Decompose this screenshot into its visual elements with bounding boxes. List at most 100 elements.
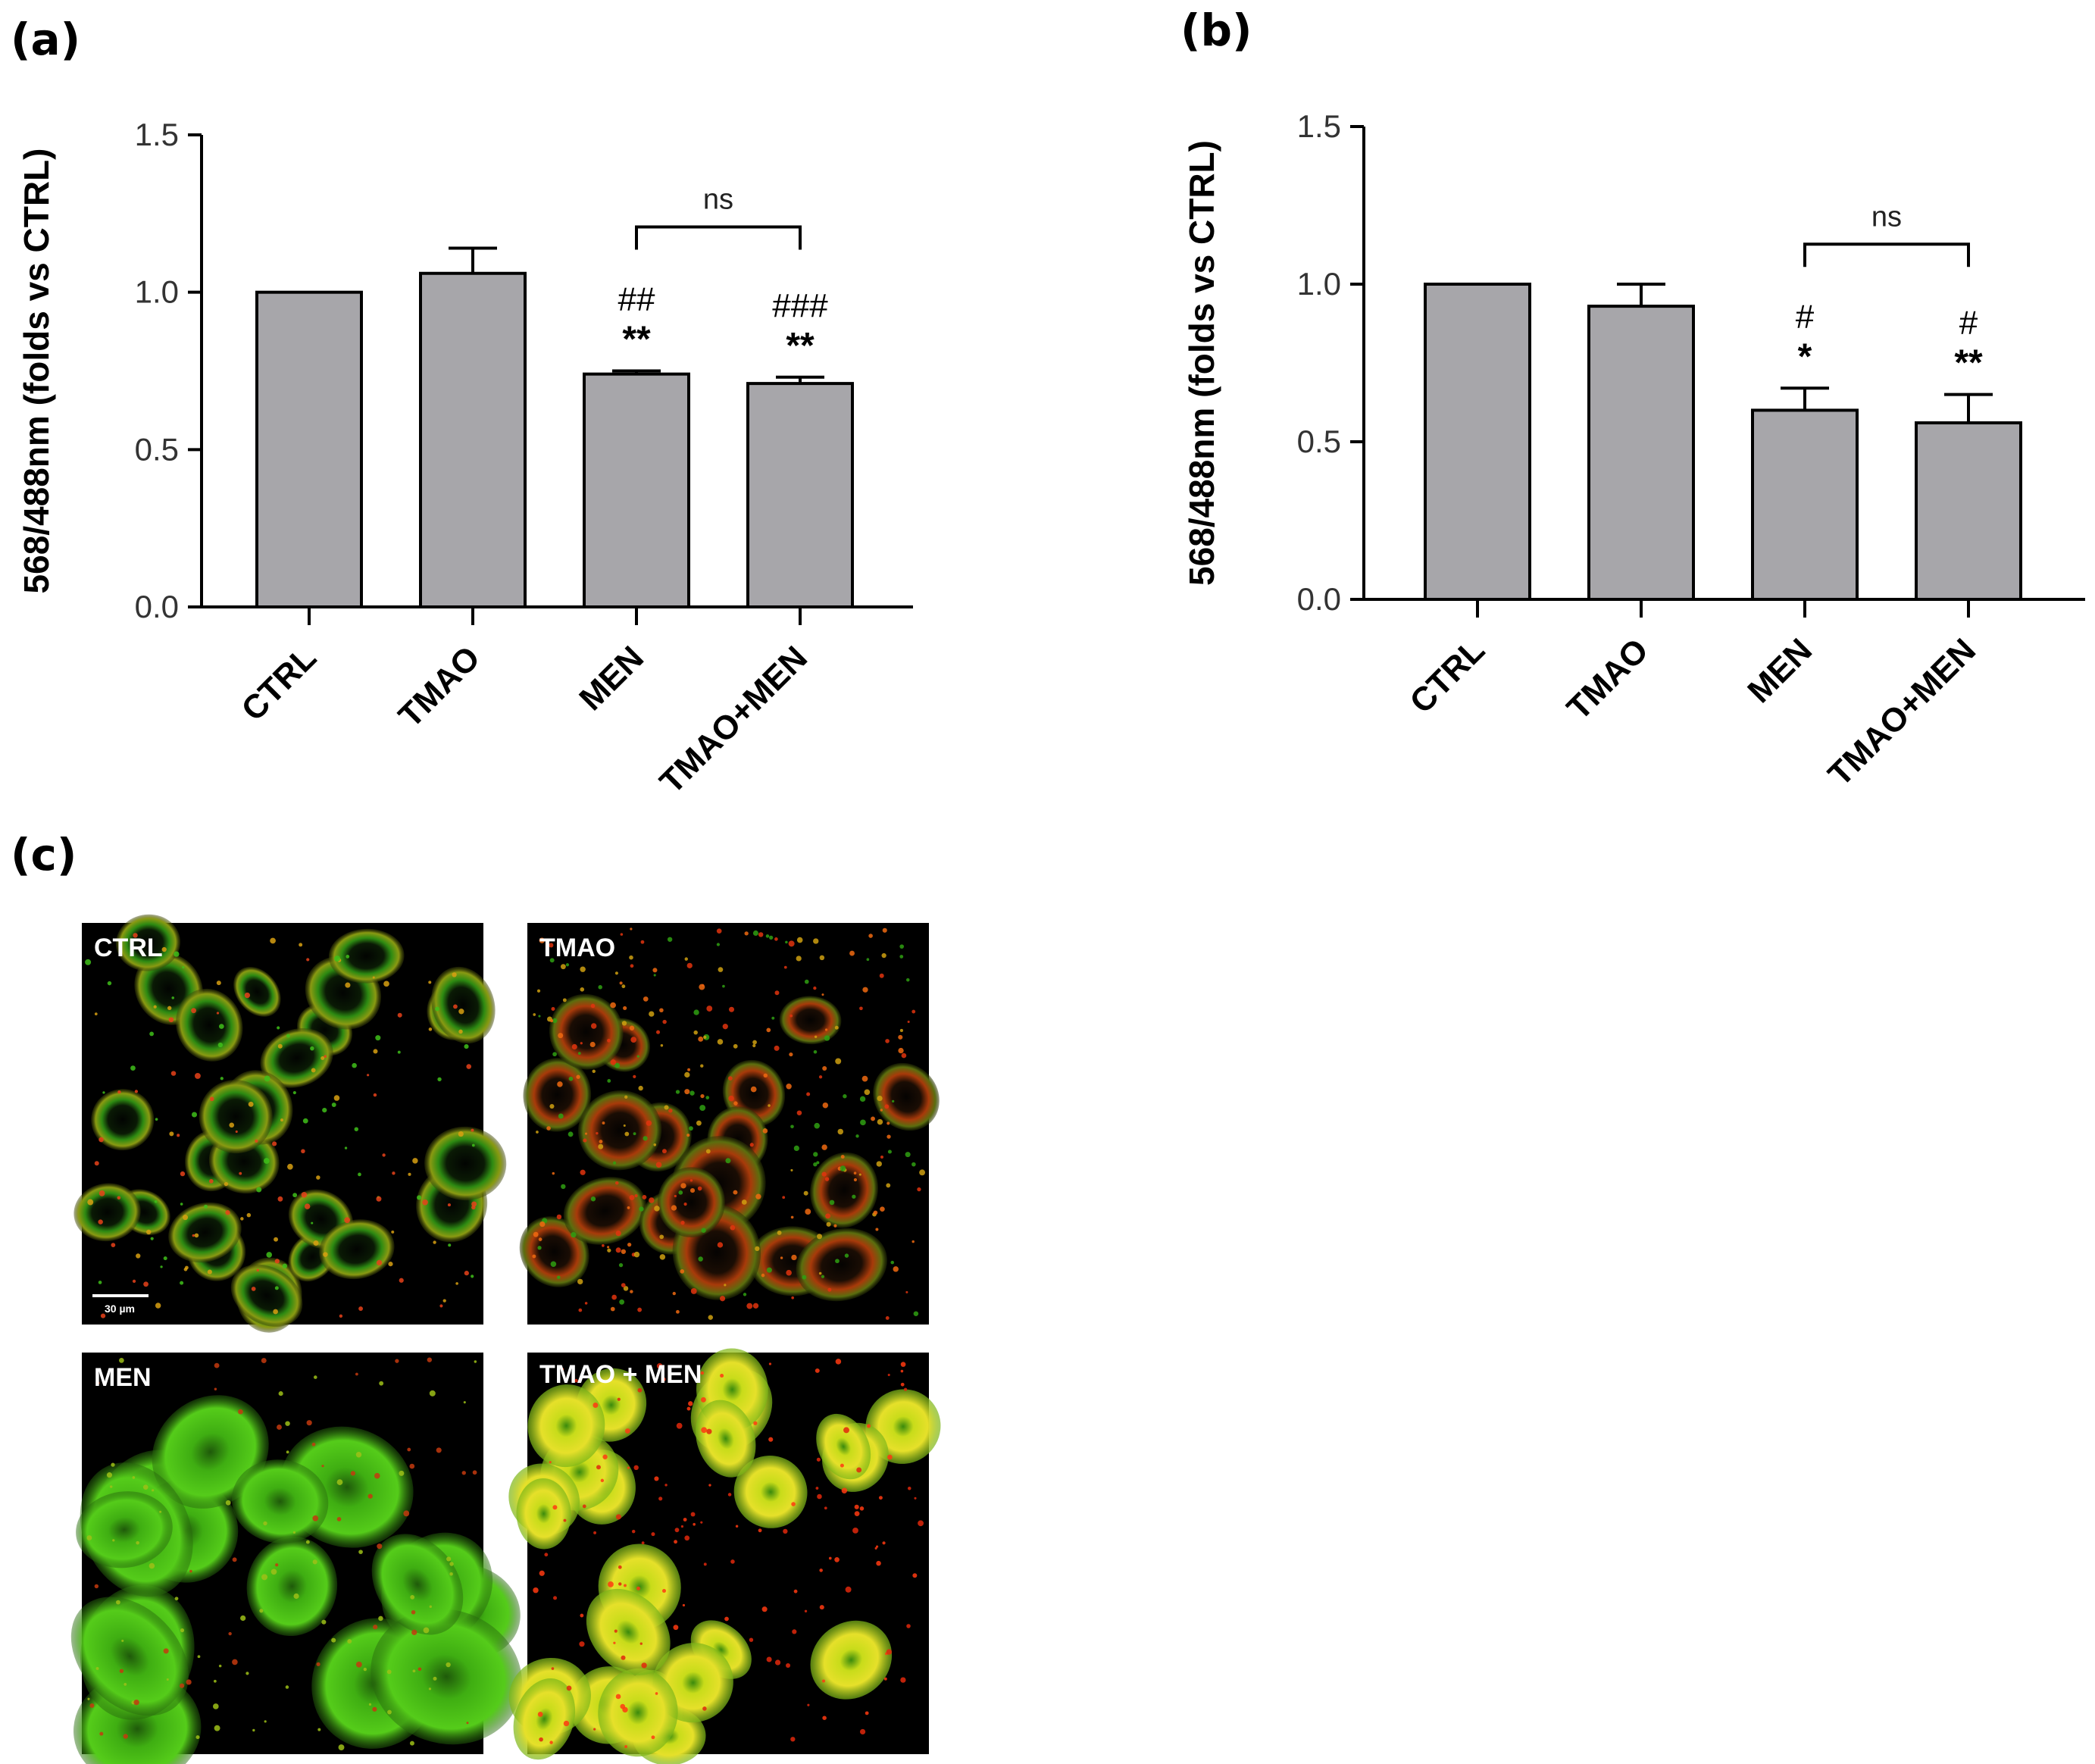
mitochondria-dot <box>744 931 749 936</box>
mitochondria-dot <box>659 1234 664 1240</box>
mitochondria-dot <box>442 1299 446 1303</box>
mitochondria-dot <box>768 1104 771 1107</box>
mitochondria-dot <box>630 964 634 968</box>
mitochondria-dot <box>154 1199 158 1203</box>
mitochondria-dot <box>828 1556 832 1560</box>
mitochondria-dot <box>898 1034 903 1040</box>
mitochondria-dot <box>911 1240 915 1243</box>
mitochondria-dot <box>733 1190 738 1195</box>
mitochondria-dot <box>899 955 904 959</box>
y-tick-label: 1.5 <box>1297 108 1341 144</box>
mitochondria-dot <box>708 1315 713 1320</box>
mitochondria-dot <box>207 1269 212 1275</box>
y-axis-title: 568/488nm (folds vs CTRL) <box>1182 140 1221 586</box>
mitochondria-dot <box>317 1728 321 1731</box>
cell <box>424 1126 507 1201</box>
mitochondria-dot <box>435 1006 439 1012</box>
mitochondria-dot <box>822 1716 827 1720</box>
comparison-bracket <box>1803 242 1970 267</box>
mitochondria-dot <box>792 1629 797 1634</box>
mitochondria-dot <box>654 1476 659 1481</box>
mitochondria-dot <box>860 1119 866 1126</box>
mitochondria-dot <box>819 1569 823 1572</box>
mitochondria-dot <box>706 1006 713 1012</box>
mitochondria-dot <box>636 1586 641 1590</box>
mitochondria-dot <box>627 1206 630 1209</box>
mitochondria-dot <box>684 1071 690 1078</box>
mitochondria-dot <box>235 1130 238 1134</box>
mitochondria-dot <box>285 1421 290 1426</box>
mitochondria-dot <box>790 1168 793 1171</box>
mitochondria-dot <box>854 1504 859 1509</box>
mitochondria-dot <box>802 1275 807 1280</box>
mitochondria-dot <box>409 1741 414 1746</box>
mitochondria-dot <box>619 1299 625 1305</box>
mitochondria-dot <box>232 1659 238 1665</box>
mitochondria-dot <box>698 1036 704 1042</box>
mitochondria-dot <box>387 1709 392 1715</box>
mitochondria-dot <box>623 1124 626 1128</box>
mitochondria-dot <box>316 1662 321 1666</box>
mitochondria-dot <box>840 1165 846 1171</box>
mitochondria-dot <box>614 1062 621 1068</box>
mitochondria-dot <box>177 1134 180 1137</box>
mitochondria-dot <box>882 927 887 933</box>
mitochondria-dot <box>687 1068 691 1071</box>
chart-a: 0.0 0.5 1.0 1.5 568/488nm (folds vs CTRL) CTR… <box>17 117 913 801</box>
mitochondria-dot <box>899 1028 903 1033</box>
mitochondria-dot <box>311 1442 316 1447</box>
mitochondria-dot <box>395 1359 399 1363</box>
mitochondria-dot <box>598 985 602 990</box>
mitochondria-dot <box>111 1243 116 1247</box>
cell <box>733 1456 808 1528</box>
mitochondria-dot <box>817 1234 823 1240</box>
mitochondria-dot <box>629 1025 635 1031</box>
mitochondria-dot <box>623 1286 629 1291</box>
mitochondria-dot <box>862 987 868 993</box>
cell <box>199 1080 273 1154</box>
mitochondria-dot <box>277 1196 283 1202</box>
mitochondria-dot <box>321 1619 327 1625</box>
mitochondria-dot <box>449 1562 454 1566</box>
mitochondria-dot <box>821 993 824 996</box>
mitochondria-dot <box>699 1105 706 1112</box>
mitochondria-dot <box>805 1209 811 1215</box>
mitochondria-dot <box>815 1487 819 1490</box>
mitochondria-dot <box>561 1184 566 1190</box>
mitochondria-dot <box>782 1196 786 1199</box>
mitochondria-dot <box>619 981 623 985</box>
mitochondria-dot <box>552 1505 558 1510</box>
cell <box>696 1400 756 1478</box>
mitochondria-dot <box>423 1627 430 1634</box>
mitochondria-dot <box>169 1131 174 1137</box>
y-tick-label: 0.0 <box>135 589 179 624</box>
mitochondria-dot <box>700 1371 705 1375</box>
mitochondria-dot <box>246 1212 252 1218</box>
micrograph-label: CTRL <box>94 934 163 962</box>
mitochondria-dot <box>536 989 541 993</box>
mitochondria-dot <box>124 1682 127 1686</box>
x-tick-label: CTRL <box>1402 631 1492 721</box>
mitochondria-dot <box>189 1569 192 1573</box>
mitochondria-dot <box>661 1588 667 1594</box>
mitochondria-dot <box>796 956 802 962</box>
mitochondria-dot <box>474 1360 477 1363</box>
mitochondria-dot <box>621 984 626 989</box>
mitochondria-dot <box>538 1015 541 1018</box>
mitochondria-dot <box>552 1052 557 1057</box>
mitochondria-dot <box>664 1484 668 1487</box>
mitochondria-dot <box>834 1025 839 1030</box>
mitochondria-dot <box>843 1094 847 1099</box>
mitochondria-dot <box>871 1116 875 1121</box>
mitochondria-dot <box>538 1237 543 1241</box>
cell <box>779 996 842 1045</box>
y-tick-label: 0.5 <box>135 431 179 467</box>
significance-stars: * <box>1798 336 1812 377</box>
mitochondria-dot <box>553 1596 558 1600</box>
mitochondria-dot <box>876 1560 881 1566</box>
panel-label-c: (c) <box>11 829 77 880</box>
mitochondria-dot <box>649 1197 655 1203</box>
mitochondria-dot <box>607 1038 611 1043</box>
mitochondria-dot <box>372 976 375 979</box>
mitochondria-dot <box>238 1409 243 1415</box>
